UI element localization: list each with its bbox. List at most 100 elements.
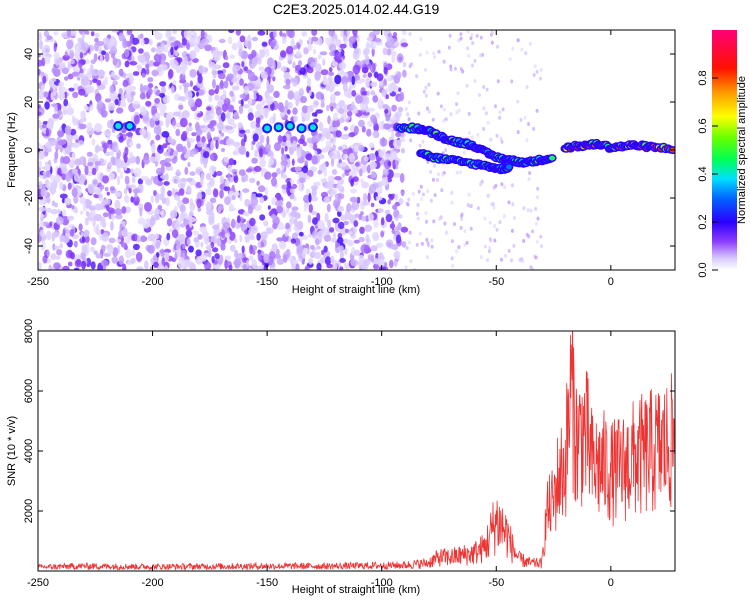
heatmap-cell — [180, 204, 186, 213]
heatmap-cell — [364, 156, 369, 162]
heatmap-cell — [121, 206, 127, 214]
heatmap-cell — [427, 82, 431, 87]
heatmap-cell — [201, 38, 209, 45]
heatmap-cell — [467, 111, 471, 116]
heatmap-cell — [496, 79, 500, 84]
heatmap-cell — [318, 232, 322, 238]
heatmap-cell — [181, 146, 187, 155]
heatmap-cell — [71, 205, 75, 210]
snr-plot-area — [38, 331, 675, 571]
heatmap-cell — [89, 246, 95, 252]
heatmap-cell — [219, 51, 224, 56]
heatmap-cell — [404, 107, 408, 111]
heatmap-cell — [79, 118, 84, 125]
heatmap-cell — [247, 112, 254, 121]
heatmap-cell — [366, 164, 371, 174]
heatmap-cell — [363, 258, 371, 266]
heatmap-cell — [50, 253, 57, 261]
heatmap-cell — [109, 85, 115, 94]
heatmap-cell — [412, 267, 416, 270]
heatmap-cell — [94, 145, 99, 154]
heatmap-cell — [281, 147, 285, 155]
heatmap-cell — [310, 61, 317, 68]
heatmap-cell — [408, 230, 412, 235]
heatmap-cell — [238, 145, 246, 155]
heatmap-cell — [536, 195, 539, 200]
heatmap-cell — [362, 111, 370, 116]
heatmap-cell — [232, 141, 241, 147]
heatmap-cell — [453, 66, 457, 71]
heatmap-cell — [228, 104, 235, 113]
heatmap-cell — [154, 32, 163, 41]
heatmap-cell — [279, 30, 283, 37]
heatmap-cell — [327, 115, 331, 125]
heatmap-cell — [64, 144, 72, 155]
heatmap-cell — [268, 157, 274, 166]
heatmap-cell — [292, 77, 298, 87]
heatmap-cell — [298, 88, 304, 97]
heatmap-cell — [229, 244, 236, 252]
heatmap-cell — [57, 129, 65, 138]
heatmap-cell — [139, 207, 143, 217]
x-tick-label: -150 — [256, 276, 278, 288]
heatmap-cell — [189, 217, 197, 223]
heatmap-cell — [217, 100, 223, 106]
heatmap-cell — [352, 64, 361, 75]
heatmap-cell — [177, 260, 185, 269]
heatmap-cell — [209, 177, 215, 187]
heatmap-cell — [409, 138, 413, 143]
heatmap-cell — [174, 223, 181, 228]
snr-panel: -250 -200 -150 -100 -50 0 2000 4000 6000 8000 Hei… — [6, 319, 676, 596]
heatmap-cell — [426, 106, 429, 111]
heatmap-cell — [195, 256, 203, 265]
heatmap-cell — [502, 214, 506, 219]
heatmap-cell — [203, 235, 210, 245]
heatmap-cell — [64, 197, 72, 206]
heatmap-cell — [177, 96, 186, 101]
heatmap-cell — [221, 94, 226, 100]
heatmap-cell — [125, 248, 132, 259]
heatmap-cell — [292, 107, 298, 115]
heatmap-cell — [55, 255, 61, 260]
heatmap-cell — [265, 95, 274, 105]
heatmap-cell — [415, 74, 419, 79]
heatmap-cell — [332, 112, 339, 121]
heatmap-cell — [374, 38, 382, 43]
heatmap-cell — [415, 242, 419, 247]
heatmap-cell — [100, 184, 105, 190]
heatmap-cell — [152, 254, 158, 262]
spectrogram-heatmap — [38, 30, 675, 270]
heatmap-cell — [151, 47, 156, 53]
heatmap-cell — [231, 42, 238, 51]
heatmap-cell — [179, 73, 186, 83]
heatmap-cell — [281, 66, 287, 72]
heatmap-cell — [62, 265, 70, 270]
heatmap-cell — [94, 214, 102, 222]
heatmap-cell — [276, 167, 281, 175]
heatmap-cell — [443, 221, 447, 226]
heatmap-cell — [73, 206, 78, 214]
heatmap-cell — [204, 261, 212, 270]
heatmap-cell — [280, 50, 286, 58]
heatmap-cell — [492, 205, 496, 210]
heatmap-cell — [68, 87, 75, 92]
heatmap-cell — [325, 140, 332, 146]
heatmap-cell — [318, 121, 324, 132]
heatmap-cell — [219, 175, 225, 186]
heatmap-cell — [214, 253, 220, 260]
x-tick-label: -100 — [371, 276, 393, 288]
heatmap-cell — [468, 130, 471, 135]
heatmap-cell — [195, 168, 202, 174]
heatmap-cell — [315, 91, 324, 100]
heatmap-cell — [347, 231, 354, 236]
heatmap-cell — [147, 87, 153, 96]
heatmap-cell — [91, 138, 96, 146]
heatmap-cell — [359, 226, 365, 234]
heatmap-cell — [239, 94, 246, 99]
heatmap-cell — [38, 119, 42, 129]
heatmap-cell — [424, 67, 427, 72]
heatmap-cell — [486, 258, 490, 263]
colorbar: 0.0 0.2 0.4 0.6 0.8 Normalized spectral ampl… — [697, 30, 748, 278]
heatmap-cell — [97, 69, 106, 77]
heatmap-cell — [144, 260, 149, 270]
